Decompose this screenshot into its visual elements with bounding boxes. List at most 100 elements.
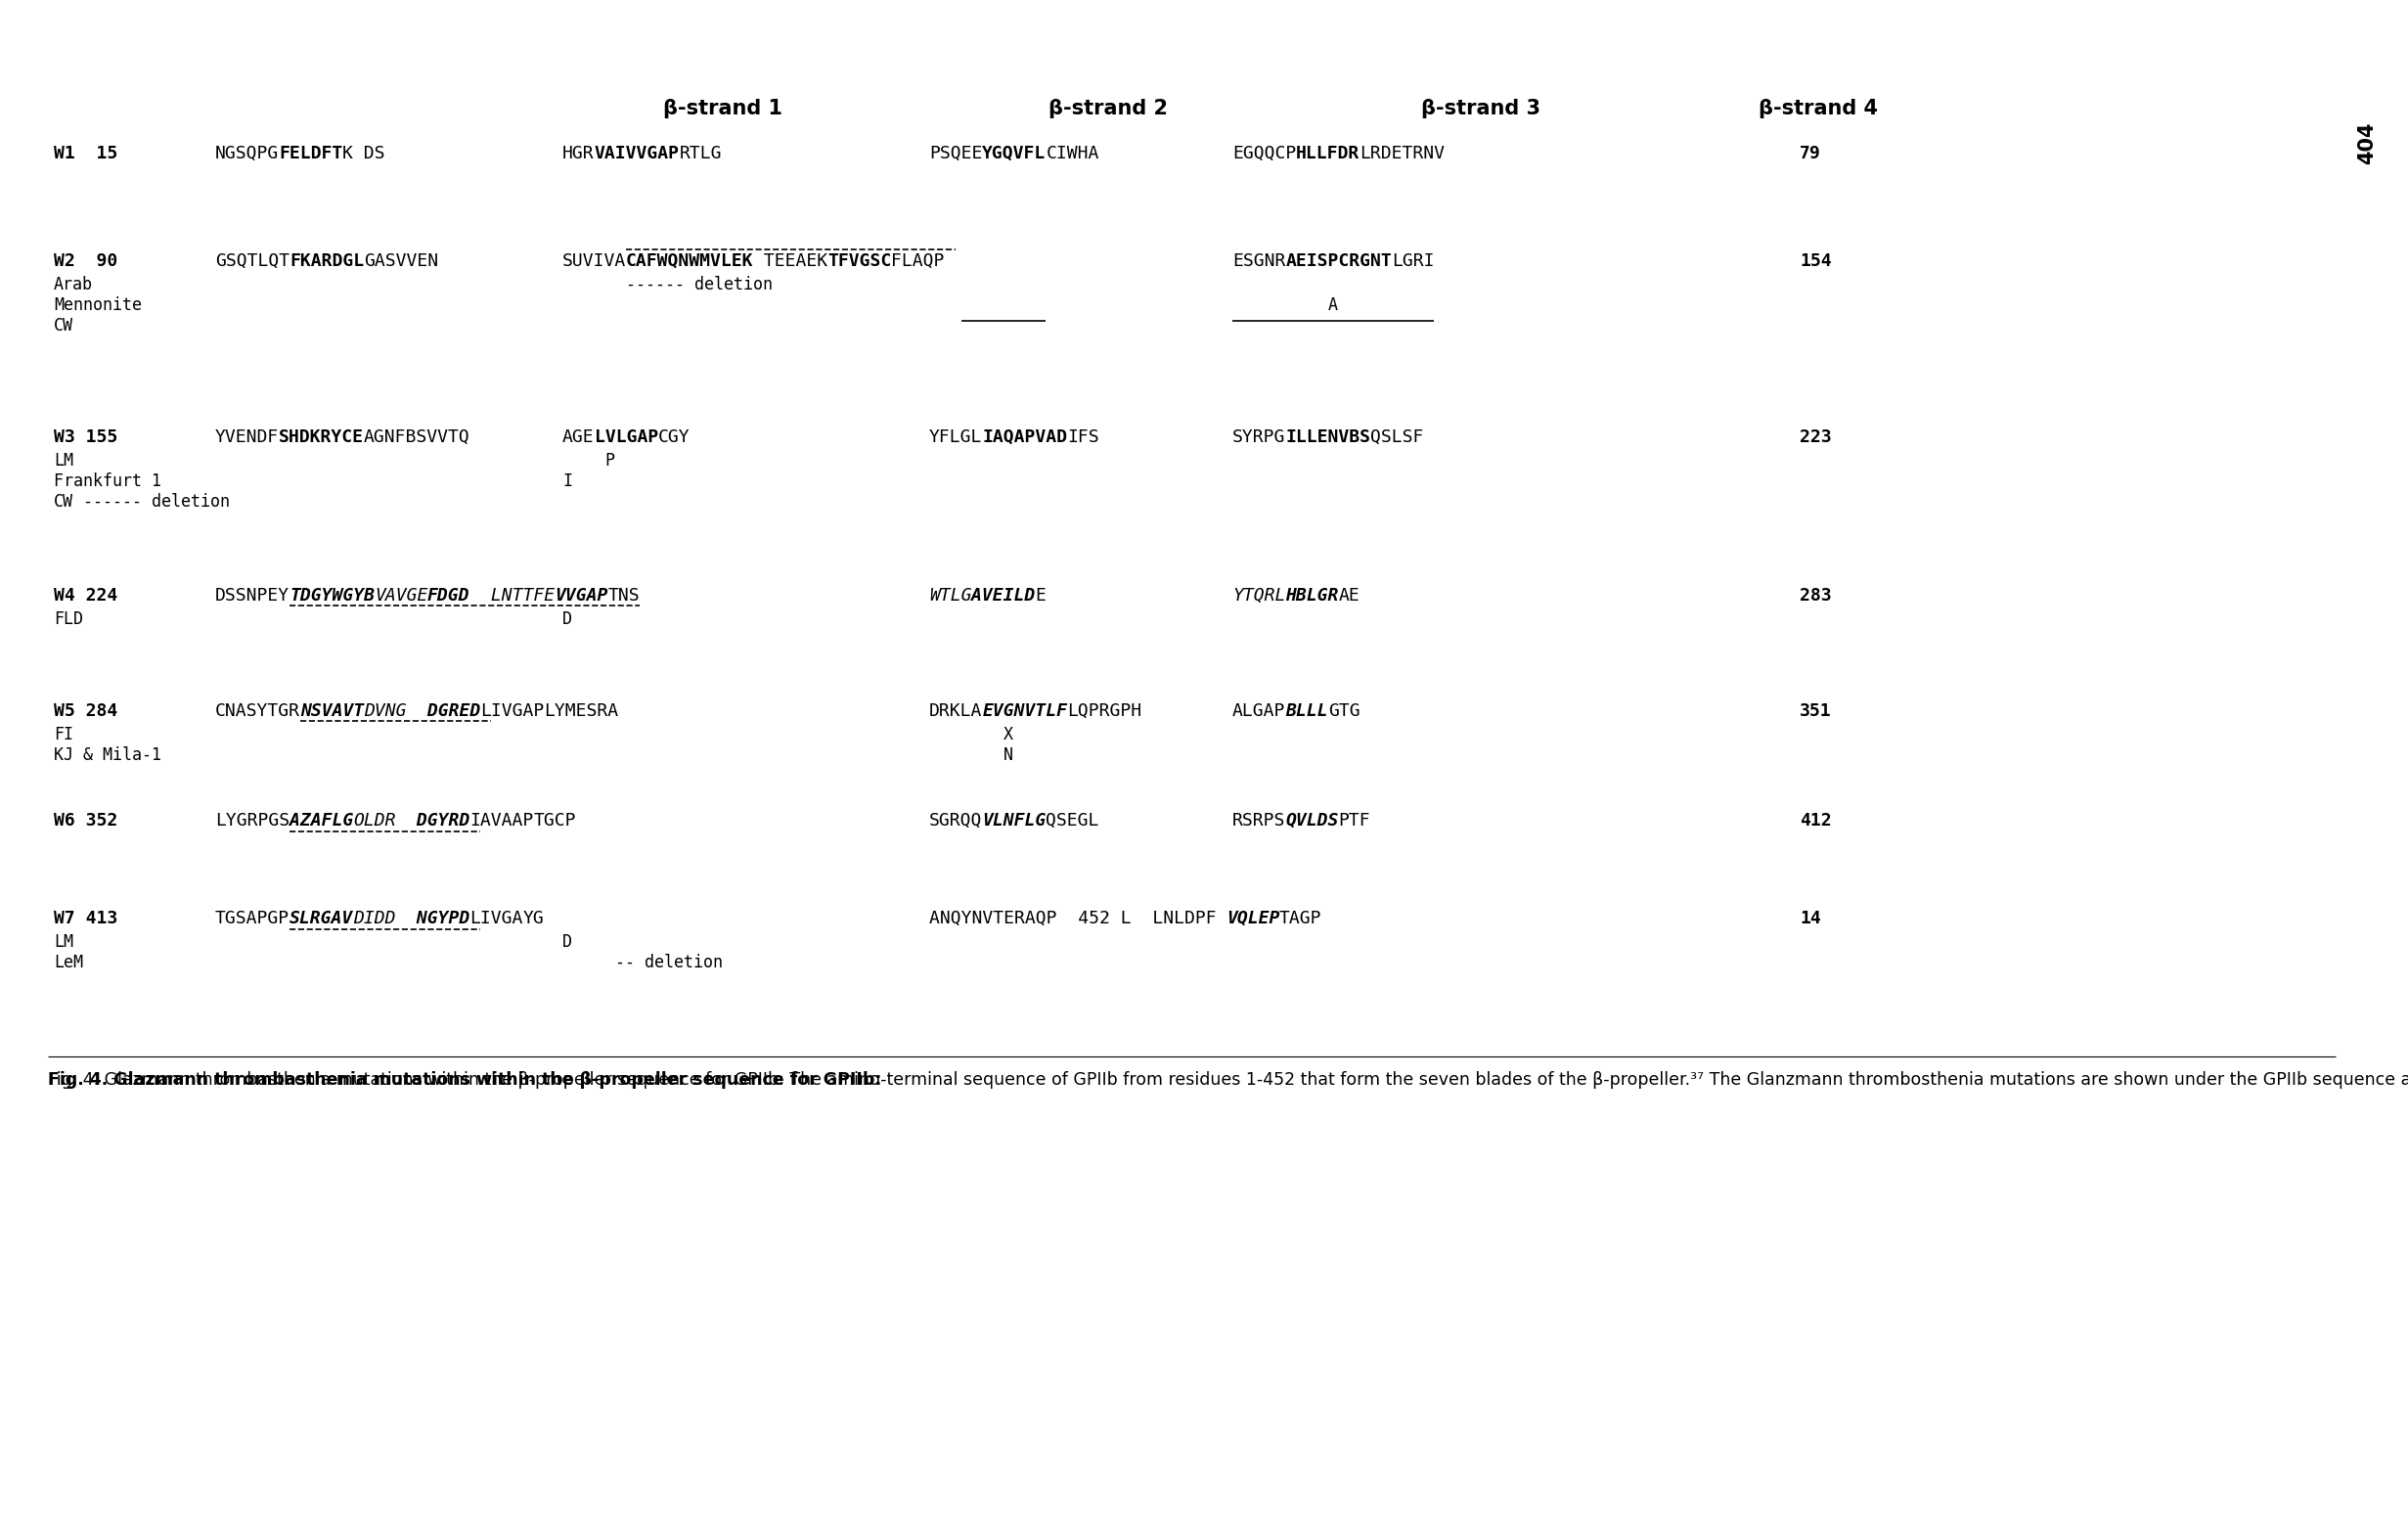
Text: FELDFT: FELDFT bbox=[279, 145, 342, 162]
Text: YTQRL: YTQRL bbox=[1233, 588, 1286, 604]
Text: Mennonite: Mennonite bbox=[53, 296, 142, 314]
Text: 351: 351 bbox=[1799, 702, 1832, 720]
Text: VAVGE: VAVGE bbox=[373, 588, 429, 604]
Text: BLLL: BLLL bbox=[1286, 702, 1327, 720]
Text: RSRPS: RSRPS bbox=[1233, 812, 1286, 830]
Text: TEEAEK: TEEAEK bbox=[754, 252, 828, 270]
Text: SHDKRYCE: SHDKRYCE bbox=[279, 429, 364, 446]
Text: 79: 79 bbox=[1799, 145, 1820, 162]
Text: Fig. 4. Glazmann thrombasthenia mutations within the β-propeller sequence for GP: Fig. 4. Glazmann thrombasthenia mutation… bbox=[48, 1071, 881, 1088]
Text: QSEGL: QSEGL bbox=[1045, 812, 1098, 830]
Text: DGRED: DGRED bbox=[417, 702, 482, 720]
Text: AZAFLG: AZAFLG bbox=[289, 812, 354, 830]
Text: VLNFLG: VLNFLG bbox=[982, 812, 1045, 830]
Text: KJ & Mila-1: KJ & Mila-1 bbox=[53, 746, 161, 765]
Text: AEISPCRGNT: AEISPCRGNT bbox=[1286, 252, 1392, 270]
Text: 412: 412 bbox=[1799, 812, 1832, 830]
Text: FI: FI bbox=[53, 726, 72, 743]
Text: PSQEE: PSQEE bbox=[929, 145, 982, 162]
Text: FDGD: FDGD bbox=[429, 588, 470, 604]
Text: OLDR: OLDR bbox=[354, 812, 395, 830]
Text: K DS: K DS bbox=[342, 145, 385, 162]
Text: EGQQCP: EGQQCP bbox=[1233, 145, 1296, 162]
Text: β-strand 1: β-strand 1 bbox=[662, 99, 783, 119]
Text: TFVGSC: TFVGSC bbox=[828, 252, 891, 270]
Text: Frankfurt 1: Frankfurt 1 bbox=[53, 473, 161, 490]
Text: QVLDS: QVLDS bbox=[1286, 812, 1339, 830]
Text: NGSQPG: NGSQPG bbox=[214, 145, 279, 162]
Text: CAFWQNWMVLEK: CAFWQNWMVLEK bbox=[626, 252, 754, 270]
Text: SLRGAV: SLRGAV bbox=[289, 909, 354, 928]
Text: YFLGL: YFLGL bbox=[929, 429, 982, 446]
Text: TNS: TNS bbox=[607, 588, 641, 604]
Text: HBLGR: HBLGR bbox=[1286, 588, 1339, 604]
Text: Fig. 4. Glazmann thrombasthenia mutations within the β-propeller sequence for GP: Fig. 4. Glazmann thrombasthenia mutation… bbox=[48, 1071, 2408, 1088]
Text: TAGP: TAGP bbox=[1279, 909, 1322, 928]
Text: 404: 404 bbox=[2357, 122, 2377, 165]
Text: AE: AE bbox=[1339, 588, 1361, 604]
Text: HGR: HGR bbox=[563, 145, 595, 162]
Text: IFS: IFS bbox=[1067, 429, 1098, 446]
Text: β-strand 3: β-strand 3 bbox=[1421, 99, 1541, 119]
Text: D: D bbox=[563, 610, 573, 627]
Text: YVENDF: YVENDF bbox=[214, 429, 279, 446]
Text: FLAQP: FLAQP bbox=[891, 252, 944, 270]
Text: VAIVVGAP: VAIVVGAP bbox=[595, 145, 679, 162]
Text: ILLENVBS: ILLENVBS bbox=[1286, 429, 1370, 446]
Text: LeM: LeM bbox=[53, 954, 84, 971]
Text: E: E bbox=[1035, 588, 1045, 604]
Text: WTLG: WTLG bbox=[929, 588, 973, 604]
Text: PTF: PTF bbox=[1339, 812, 1370, 830]
Text: CGY: CGY bbox=[657, 429, 689, 446]
Text: W5 284: W5 284 bbox=[53, 702, 118, 720]
Text: X: X bbox=[1004, 726, 1014, 743]
Text: LGRI: LGRI bbox=[1392, 252, 1435, 270]
Text: LNTTFE: LNTTFE bbox=[482, 588, 554, 604]
Text: DRKLA: DRKLA bbox=[929, 702, 982, 720]
Text: RTLG: RTLG bbox=[679, 145, 722, 162]
Text: CIWHA: CIWHA bbox=[1045, 145, 1098, 162]
Text: DGYRD: DGYRD bbox=[407, 812, 470, 830]
Text: EVGNVTLF: EVGNVTLF bbox=[982, 702, 1067, 720]
Text: CW: CW bbox=[53, 493, 72, 511]
Text: ANQYNVTERAQP  452 L  LNLDPF: ANQYNVTERAQP 452 L LNLDPF bbox=[929, 909, 1216, 928]
Text: NSVAVT: NSVAVT bbox=[301, 702, 364, 720]
Text: DVNG: DVNG bbox=[364, 702, 407, 720]
Text: N: N bbox=[1004, 746, 1014, 765]
Text: TDGYWGYB: TDGYWGYB bbox=[289, 588, 376, 604]
Text: D: D bbox=[563, 932, 573, 951]
Text: NGYPD: NGYPD bbox=[407, 909, 470, 928]
Text: LRDETRNV: LRDETRNV bbox=[1361, 145, 1445, 162]
Text: 283: 283 bbox=[1799, 588, 1832, 604]
Text: LYGRPGS: LYGRPGS bbox=[214, 812, 289, 830]
Text: LYMESRA: LYMESRA bbox=[544, 702, 619, 720]
Text: ESGNR: ESGNR bbox=[1233, 252, 1286, 270]
Text: FLD: FLD bbox=[53, 610, 84, 627]
Text: 223: 223 bbox=[1799, 429, 1832, 446]
Text: YGQVFL: YGQVFL bbox=[982, 145, 1045, 162]
Text: LM: LM bbox=[53, 452, 72, 470]
Text: GTG: GTG bbox=[1327, 702, 1361, 720]
Text: W3 155: W3 155 bbox=[53, 429, 118, 446]
Text: AVEILD: AVEILD bbox=[970, 588, 1035, 604]
Text: DSSNPEY: DSSNPEY bbox=[214, 588, 289, 604]
Text: P: P bbox=[604, 452, 614, 470]
Text: -- deletion: -- deletion bbox=[616, 954, 722, 971]
Text: W2  90: W2 90 bbox=[53, 252, 118, 270]
Text: LM: LM bbox=[53, 932, 72, 951]
Text: β-strand 4: β-strand 4 bbox=[1758, 99, 1878, 119]
Text: SUVIVA: SUVIVA bbox=[563, 252, 626, 270]
Text: W4 224: W4 224 bbox=[53, 588, 118, 604]
Text: W1  15: W1 15 bbox=[53, 145, 118, 162]
Text: LIVGA: LIVGA bbox=[470, 909, 523, 928]
Text: Arab: Arab bbox=[53, 276, 94, 293]
Text: β-strand 2: β-strand 2 bbox=[1047, 99, 1168, 119]
Text: 14: 14 bbox=[1799, 909, 1820, 928]
Text: QSLSF: QSLSF bbox=[1370, 429, 1423, 446]
Text: VVGAP: VVGAP bbox=[554, 588, 607, 604]
Text: LQPRGPH: LQPRGPH bbox=[1067, 702, 1141, 720]
Text: LVLGAP: LVLGAP bbox=[595, 429, 657, 446]
Text: 154: 154 bbox=[1799, 252, 1832, 270]
Text: FKARDGL: FKARDGL bbox=[289, 252, 364, 270]
Text: SGRQQ: SGRQQ bbox=[929, 812, 982, 830]
